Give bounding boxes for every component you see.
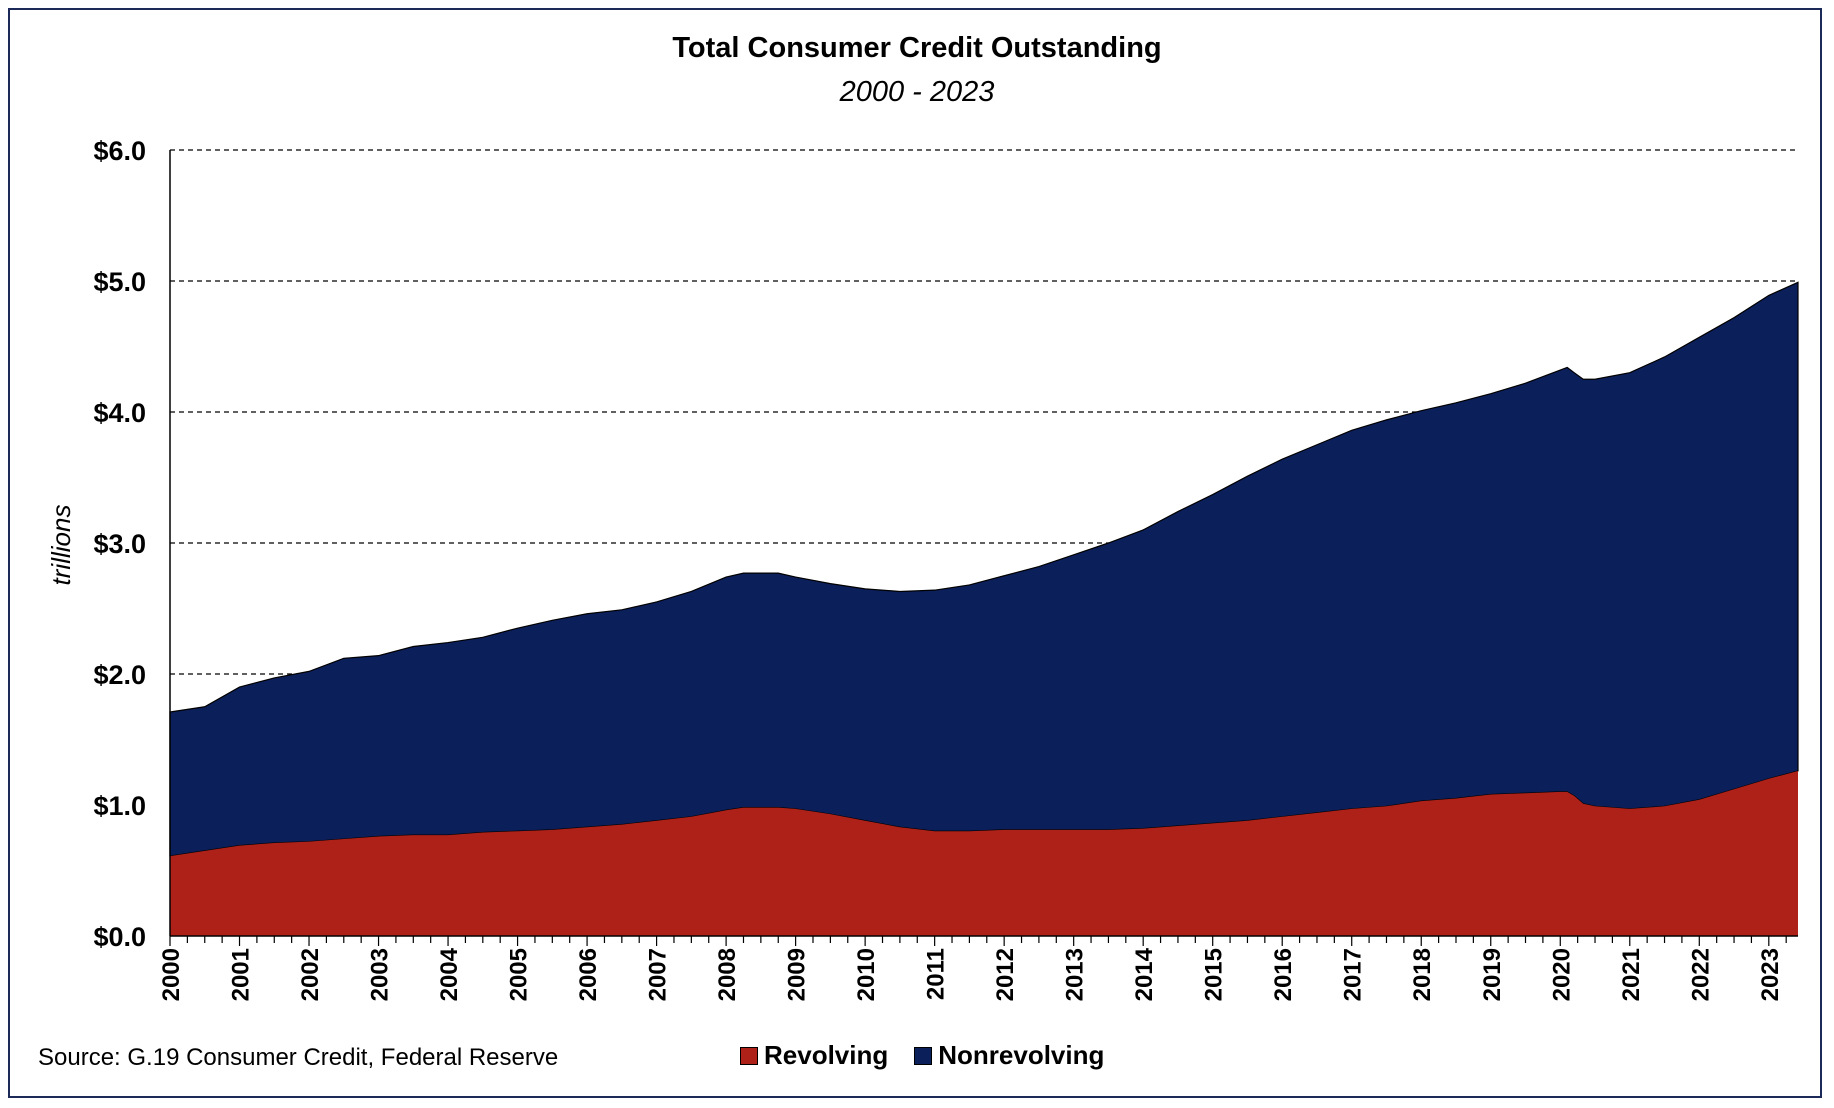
axes: [169, 150, 1798, 937]
x-tick-label: 2015: [1201, 948, 1228, 1001]
y-tick-label: $3.0: [93, 529, 146, 559]
series-area-nonrevolving: [169, 281, 1799, 857]
x-tick-label: 2012: [992, 948, 1019, 1001]
series-area-revolving: [170, 770, 1798, 936]
x-tick-label: 2021: [1618, 948, 1645, 1001]
x-tick-label: 2006: [575, 948, 602, 1001]
x-tick-label: 2009: [784, 948, 811, 1001]
x-tick-label: 2010: [853, 948, 880, 1001]
x-tick-label: 2002: [297, 948, 324, 1001]
legend-label-revolving: Revolving: [764, 1040, 889, 1070]
x-tick-labels: 2000 2001 2002 2003 2004 2005 2006 2007 2008 2009…: [158, 936, 1787, 1001]
legend-item-revolving: Revolving: [740, 1040, 888, 1071]
x-tick-label: 2001: [228, 948, 255, 1001]
x-tick-label: 2013: [1062, 948, 1089, 1001]
y-tick-label: $5.0: [93, 267, 146, 297]
y-tick-label: $2.0: [93, 660, 146, 690]
x-tick-label: 2020: [1548, 948, 1575, 1001]
x-tick-label: 2017: [1340, 948, 1367, 1001]
x-tick-label: 2011: [923, 948, 950, 1000]
y-tick-label: $0.0: [93, 922, 146, 952]
legend: Revolving Nonrevolving: [740, 1040, 1130, 1071]
legend-swatch-revolving: [740, 1046, 758, 1065]
x-tick-label: 2007: [645, 948, 672, 1001]
source-note: Source: G.19 Consumer Credit, Federal Re…: [38, 1044, 559, 1071]
x-tick-label: 2008: [714, 948, 741, 1001]
y-tick-label: $4.0: [93, 398, 146, 428]
y-tick-label: $6.0: [93, 136, 146, 166]
x-tick-label: 2022: [1687, 948, 1714, 1001]
chart-subtitle: 2000 - 2023: [839, 76, 995, 108]
x-tick-label: 2018: [1409, 948, 1436, 1001]
y-axis-label: trillions: [46, 505, 76, 586]
legend-swatch-nonrevolving: [914, 1046, 933, 1065]
x-tick-label: 2014: [1131, 947, 1158, 1001]
x-tick-label: 2019: [1479, 948, 1506, 1001]
x-tick-label: 2004: [436, 947, 463, 1001]
x-tick-label: 2023: [1757, 948, 1784, 1001]
chart-title: Total Consumer Credit Outstanding: [672, 32, 1162, 64]
legend-label-nonrevolving: Nonrevolving: [938, 1040, 1105, 1070]
x-tick-label: 2016: [1270, 948, 1297, 1001]
x-tick-label: 2003: [367, 948, 394, 1001]
y-tick-label: $1.0: [93, 791, 146, 821]
area-series: [169, 281, 1799, 936]
x-tick-label: 2005: [506, 948, 533, 1001]
legend-item-nonrevolving: Nonrevolving: [914, 1040, 1104, 1071]
x-tick-label: 2000: [158, 948, 185, 1001]
y-tick-labels: $0.0 $1.0 $2.0 $3.0 $4.0 $5.0 $6.0: [93, 136, 146, 952]
